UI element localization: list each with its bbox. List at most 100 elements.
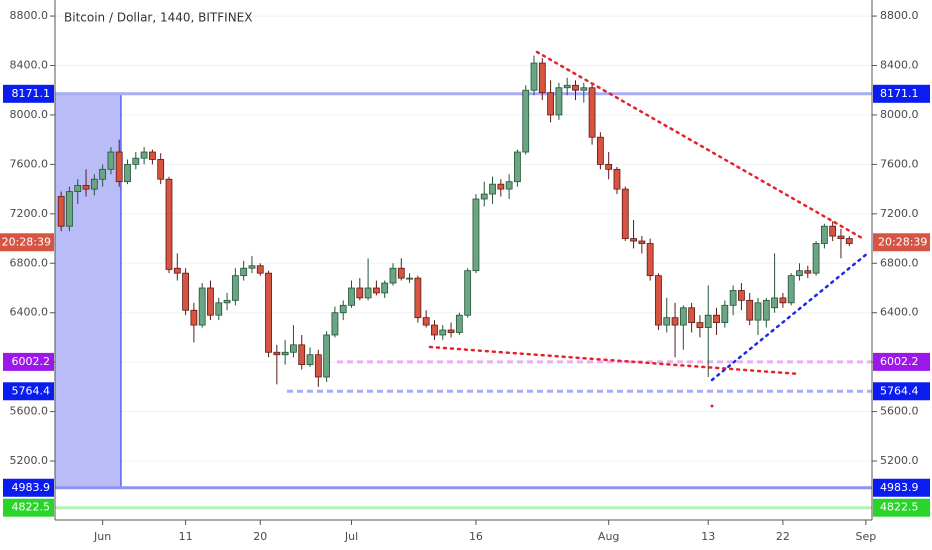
candle-body bbox=[281, 351, 289, 356]
x-tick-label: Aug bbox=[598, 530, 619, 543]
candle-body bbox=[389, 267, 397, 284]
candle-body bbox=[306, 354, 314, 366]
candle-body bbox=[66, 191, 73, 227]
level-label: 4983.9 bbox=[12, 481, 51, 494]
candle-body bbox=[240, 267, 248, 277]
y-tick-label: 6800.0 bbox=[880, 256, 919, 269]
candle-body bbox=[124, 163, 131, 183]
candle-body bbox=[572, 84, 579, 91]
candle-body bbox=[638, 240, 646, 244]
level-tag bbox=[873, 382, 930, 401]
level-label: 4822.5 bbox=[12, 501, 51, 514]
y-tick-label: 8800.0 bbox=[880, 9, 919, 22]
candle-body bbox=[787, 275, 795, 304]
candle-body bbox=[721, 304, 729, 324]
y-tick-label: 8800.0 bbox=[10, 9, 49, 22]
y-tick-label: 5600.0 bbox=[10, 405, 49, 418]
candle-body bbox=[298, 344, 306, 366]
candle-body bbox=[613, 168, 621, 190]
candle-body bbox=[596, 136, 604, 165]
candle-body bbox=[190, 309, 198, 326]
level-label: 8171.1 bbox=[12, 87, 51, 100]
candle-body bbox=[588, 87, 596, 138]
candle-body bbox=[331, 312, 339, 336]
candle-body bbox=[754, 302, 762, 321]
y-tick-label: 5200.0 bbox=[10, 454, 49, 467]
candle-body bbox=[364, 287, 372, 299]
y-tick-label: 6400.0 bbox=[880, 306, 919, 319]
candle-body bbox=[464, 270, 472, 316]
candle-body bbox=[290, 344, 297, 353]
candle-body bbox=[605, 163, 613, 170]
y-tick-label: 7200.0 bbox=[10, 207, 49, 220]
candle-body bbox=[530, 62, 538, 91]
candle-body bbox=[356, 287, 364, 299]
level-label: 4983.9 bbox=[880, 481, 919, 494]
candle-body bbox=[107, 151, 115, 170]
candle-body bbox=[771, 297, 778, 309]
candle-body bbox=[837, 235, 845, 239]
candle-body bbox=[538, 62, 546, 94]
level-label: 8171.1 bbox=[880, 87, 919, 100]
candle-body bbox=[820, 225, 828, 244]
candle-body bbox=[149, 151, 156, 160]
level-label: 5764.4 bbox=[880, 384, 919, 397]
candle-body bbox=[646, 243, 654, 277]
candle-body bbox=[74, 185, 82, 192]
level-tag bbox=[873, 84, 930, 103]
candle-body bbox=[372, 287, 380, 294]
candle-body bbox=[439, 329, 447, 336]
candle-body bbox=[729, 290, 737, 306]
grid bbox=[55, 15, 872, 462]
x-tick-label: Sep bbox=[855, 530, 876, 543]
level-label: 6002.2 bbox=[12, 355, 51, 368]
y-tick-label: 8000.0 bbox=[10, 108, 49, 121]
price-label: 20:28:39 bbox=[2, 235, 51, 248]
candle-body bbox=[655, 275, 662, 326]
candle-body bbox=[256, 265, 264, 274]
x-tick-label: Jul bbox=[344, 530, 358, 543]
candle-body bbox=[489, 183, 496, 195]
level-tag bbox=[873, 352, 930, 371]
candle-body bbox=[671, 317, 679, 326]
candle-body bbox=[779, 297, 787, 304]
candle-body bbox=[248, 265, 256, 269]
candle-body bbox=[804, 270, 812, 274]
candle-body bbox=[522, 89, 530, 153]
y-tick-label: 5200.0 bbox=[880, 454, 919, 467]
level-tag bbox=[873, 498, 930, 517]
y-tick-label: 8400.0 bbox=[880, 59, 919, 72]
candle-body bbox=[397, 267, 405, 279]
candle-body bbox=[796, 270, 803, 277]
y-tick-label: 8400.0 bbox=[10, 59, 49, 72]
candle-body bbox=[339, 304, 347, 314]
y-tick-label: 6800.0 bbox=[10, 256, 49, 269]
level-tag bbox=[873, 478, 930, 497]
candle-body bbox=[845, 238, 853, 244]
y-tick-label: 7200.0 bbox=[880, 207, 919, 220]
x-tick-label: 16 bbox=[469, 530, 483, 543]
candle-body bbox=[696, 322, 704, 328]
y-tick-label: 5600.0 bbox=[880, 405, 919, 418]
candle-body bbox=[115, 151, 123, 183]
candle-body bbox=[713, 314, 720, 324]
level-tag bbox=[3, 478, 54, 497]
chart-title: Bitcoin / Dollar, 1440, BITFINEX bbox=[64, 11, 252, 25]
candle-body bbox=[480, 193, 488, 200]
y-tick-label: 6400.0 bbox=[10, 306, 49, 319]
level-tag bbox=[3, 352, 54, 371]
candle-body bbox=[497, 183, 505, 190]
candle-body bbox=[663, 317, 671, 326]
candle-body bbox=[348, 287, 355, 306]
price-tag bbox=[873, 233, 930, 252]
candle-body bbox=[431, 324, 438, 336]
candle-body bbox=[762, 299, 770, 321]
candles bbox=[57, 55, 853, 387]
candle-body bbox=[90, 178, 98, 190]
marker-dot bbox=[710, 404, 714, 408]
candle-body bbox=[231, 275, 239, 301]
candle-body bbox=[173, 267, 181, 274]
level-label: 6002.2 bbox=[880, 355, 919, 368]
trend-line bbox=[710, 251, 870, 382]
